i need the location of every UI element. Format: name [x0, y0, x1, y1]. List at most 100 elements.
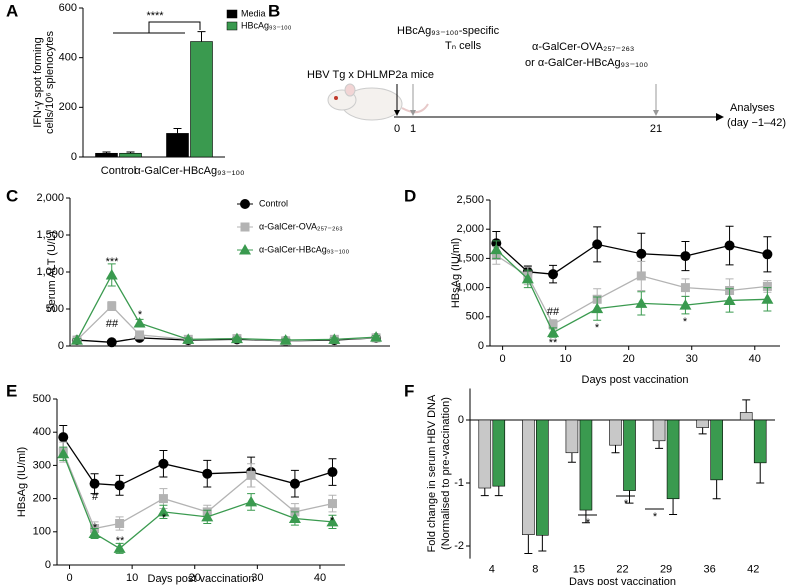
- timeline-arrowhead: [716, 113, 724, 121]
- marker: [591, 302, 604, 314]
- y-tick-label: 500: [46, 303, 64, 315]
- marker: [680, 283, 690, 293]
- annotation: ##: [547, 306, 560, 318]
- annotation: *: [624, 498, 629, 510]
- y-tick-label: 200: [59, 101, 77, 113]
- y-tick-label: 500: [33, 393, 51, 405]
- error-bar: [102, 151, 111, 154]
- error-bar: [494, 486, 503, 497]
- error-bar: [756, 462, 765, 484]
- marker: [548, 269, 559, 280]
- series-line: [495, 254, 768, 326]
- error-bar: [538, 535, 547, 552]
- annotation: #: [92, 491, 99, 503]
- y-tick-label: 500: [466, 311, 484, 323]
- error-bar: [742, 399, 751, 413]
- annotation: **: [549, 337, 558, 349]
- marker: [88, 527, 101, 538]
- marker: [230, 332, 243, 344]
- y-axis-label: Serum ALT (U/L): [46, 231, 58, 313]
- bar: [565, 419, 579, 454]
- annotation: *: [138, 309, 143, 321]
- series-line: [495, 249, 768, 334]
- marker: [521, 272, 534, 284]
- annotation: *: [162, 512, 167, 524]
- x-tick-label: 42: [747, 564, 759, 576]
- marker: [723, 294, 736, 305]
- marker: [548, 319, 558, 329]
- legend-swatch: [226, 21, 238, 31]
- legend-swatch: [226, 9, 238, 19]
- marker: [106, 337, 117, 348]
- annotation: *: [93, 522, 98, 534]
- y-tick-label: 1,500: [456, 252, 484, 264]
- error-bar: [126, 151, 135, 154]
- model-label: HBV Tg x DHLMP2a mice: [307, 69, 434, 81]
- y-tick-label: 1,000: [456, 282, 484, 294]
- error-bar: [611, 445, 620, 454]
- panel-label: F: [404, 381, 414, 400]
- arrow: [394, 110, 400, 116]
- x-tick-label: 10: [126, 572, 138, 584]
- marker: [158, 458, 169, 469]
- marker: [70, 334, 83, 345]
- marker: [158, 494, 168, 504]
- panel-label: C: [6, 186, 18, 205]
- marker: [182, 333, 195, 344]
- x-tick-label: 0: [500, 353, 506, 365]
- arrow: [653, 110, 659, 116]
- x-tick-label: 30: [686, 353, 698, 365]
- error-bar: [581, 510, 590, 524]
- y-axis-label: HBsAg (IU/ml): [16, 447, 28, 517]
- annotation: ##: [106, 318, 119, 330]
- x-tick-label: 10: [560, 353, 572, 365]
- y-axis-label: HBsAg (IU/ml): [450, 238, 462, 308]
- y-tick-label: 0: [45, 559, 51, 571]
- series-line: [62, 436, 333, 486]
- x-tick-label: 22: [616, 564, 628, 576]
- annotation: *: [586, 517, 591, 529]
- error-bar: [173, 127, 182, 134]
- bar: [522, 419, 535, 535]
- y-tick-label: 1,000: [36, 266, 64, 278]
- x-tick-label: 20: [623, 353, 635, 365]
- annotation: *: [683, 316, 688, 328]
- marker: [289, 478, 300, 489]
- x-tick-label: 40: [314, 572, 326, 584]
- marker: [327, 499, 337, 509]
- x-axis-label: Days post vaccination: [582, 374, 689, 386]
- panel-label: D: [404, 186, 416, 205]
- legend-label: Control: [259, 198, 288, 208]
- x-tick-label: 0: [66, 572, 72, 584]
- marker: [157, 505, 170, 517]
- event-label: HBcAg₉₃₋₁₀₀-specific: [397, 25, 500, 37]
- marker: [490, 243, 503, 255]
- y-tick-label: 0: [478, 340, 484, 352]
- error-bar: [480, 488, 489, 497]
- bar: [95, 152, 118, 158]
- marker: [115, 519, 125, 528]
- marker: [89, 478, 100, 489]
- y-tick-label: 0: [71, 151, 77, 163]
- marker: [288, 512, 301, 524]
- marker: [135, 330, 145, 340]
- series-line: [62, 453, 333, 550]
- error-bar: [698, 427, 707, 435]
- error-bar: [655, 440, 664, 449]
- y-tick-label: 400: [59, 52, 77, 64]
- bar: [492, 419, 506, 487]
- y-tick-label: 300: [33, 459, 51, 471]
- bar: [536, 419, 549, 536]
- bar: [710, 419, 723, 481]
- annotation: ***: [106, 256, 120, 268]
- marker: [636, 248, 647, 259]
- error-bar: [524, 534, 533, 555]
- error-bar: [197, 31, 206, 42]
- x-tick-label: 4: [489, 564, 495, 576]
- y-tick-label: 100: [33, 526, 51, 538]
- marker: [762, 249, 773, 260]
- x-axis-label: Days post vaccination: [569, 576, 676, 585]
- marker: [105, 268, 118, 280]
- x-tick-label: 40: [749, 353, 761, 365]
- significance-line: [578, 495, 664, 516]
